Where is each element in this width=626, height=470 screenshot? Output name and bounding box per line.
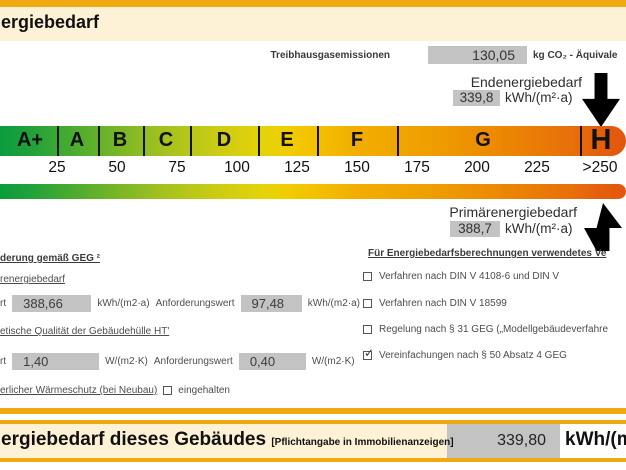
method-item-label: Verfahren nach DIN V 18599: [379, 298, 507, 309]
primary-energy-label: Primärenergiebedarf: [449, 204, 577, 220]
actual-value-field: 388,66: [12, 295, 92, 312]
method-item: Regelung nach § 31 GEG („Modellgebäudeve…: [363, 324, 608, 335]
scale-tick-125: 125: [284, 159, 310, 176]
energy-class-e: E: [280, 129, 294, 151]
section-title: ergiebedarf: [1, 12, 100, 32]
check-mark-icon: ✓: [364, 346, 375, 360]
energy-class-scale-bar: [0, 126, 626, 156]
method-item-label: Verfahren nach DIN V 4108-6 und DIN V: [379, 271, 560, 282]
primary-energy-unit: kWh/(m²·a): [505, 221, 573, 236]
checkbox-unchecked-icon[interactable]: [363, 325, 372, 334]
energy-class-d: D: [216, 129, 232, 151]
emissions-unit: kg CO₂ - Äquivale: [533, 50, 618, 61]
methods-heading: Für Energiebedarfsberechnungen verwendet…: [368, 248, 607, 259]
section-header-band: [0, 7, 626, 41]
end-energy-label: Endenergiebedarf: [470, 74, 582, 90]
method-item: Verfahren nach DIN V 4108-6 und DIN V: [363, 271, 559, 282]
actual-value-label: rt: [0, 298, 7, 309]
requirements-heading: derung gemäß GEG ²: [0, 253, 101, 264]
energy-class-f: F: [350, 129, 364, 151]
method-item: ✓ Vereinfachungen nach § 50 Absatz 4 GEG: [363, 346, 567, 361]
scale-divider: [143, 126, 145, 156]
scale-tick-50: 50: [108, 159, 126, 176]
scale-divider: [57, 126, 59, 156]
footer-title: ergiebedarf dieses Gebäudes [Pflichtanga…: [1, 429, 454, 451]
required-value-label: Anforderungswert: [155, 298, 235, 309]
energy-class-a: A: [69, 129, 85, 151]
energy-class-h: H: [590, 124, 612, 156]
required-value-field: 0,40: [238, 353, 306, 370]
end-energy-marker-arrow-down-icon: [582, 73, 620, 127]
scale-tick-250: >250: [582, 159, 618, 176]
end-energy-value-field: 339,8: [453, 90, 500, 106]
top-amber-bar: [0, 0, 626, 7]
required-value-label: Anforderungswert: [153, 356, 233, 367]
checkbox-checked-icon[interactable]: ✓: [363, 346, 374, 360]
scale-divider: [98, 126, 100, 156]
primary-requirement-subheading: renergiebedarf: [0, 274, 66, 285]
energy-class-c: C: [158, 129, 174, 151]
footer-note: [Pflichtangabe in Immobilienanzeigen]: [271, 437, 454, 448]
energy-class-g: G: [475, 129, 491, 151]
method-item-label: Regelung nach § 31 GEG („Modellgebäudeve…: [379, 324, 609, 335]
scale-tick-25: 25: [48, 159, 66, 176]
primary-energy-marker-arrow-up-icon: [584, 203, 622, 251]
scale-divider: [317, 126, 319, 156]
actual-value-field: 1,40: [12, 353, 100, 370]
energy-class-b: B: [112, 129, 128, 151]
scale-tick-225: 225: [524, 159, 550, 176]
primary-energy-scale-bar: [0, 184, 626, 199]
envelope-requirement-row: rt 1,40 W/(m2·K) Anforderungswert 0,40 W…: [0, 353, 360, 370]
footer-value-field: 339,80: [447, 424, 560, 458]
required-value-unit: W/(m2·K): [311, 356, 355, 367]
primary-energy-value-field: 388,7: [450, 221, 500, 237]
scale-tick-75: 75: [168, 159, 186, 176]
footer-unit-background: [560, 424, 626, 458]
actual-value-unit: W/(m2·K): [105, 356, 148, 367]
checkbox-unchecked-icon[interactable]: [163, 386, 173, 395]
heat-protection-checkbox-label: eingehalten: [178, 385, 230, 396]
scale-divider: [190, 126, 192, 156]
actual-value-label: rt: [0, 356, 7, 367]
checkbox-unchecked-icon[interactable]: [363, 272, 372, 281]
method-item-label: Vereinfachungen nach § 50 Absatz 4 GEG: [379, 350, 567, 361]
actual-value-unit: kWh/(m2·a): [97, 298, 150, 309]
emissions-label: Treibhausgasemissionen: [270, 50, 391, 61]
scale-divider: [397, 126, 399, 156]
scale-divider: [580, 126, 582, 156]
heat-protection-row: erlicher Wärmeschutz (bei Neubau) eingeh…: [0, 385, 360, 396]
scale-tick-200: 200: [464, 159, 490, 176]
envelope-quality-subheading: etische Qualität der Gebäudehülle HT': [0, 326, 170, 337]
energy-class-aplus: A+: [16, 129, 44, 151]
required-value-field: 97,48: [240, 295, 302, 312]
footer-title-text: ergiebedarf dieses Gebäudes: [1, 429, 267, 450]
scale-divider: [258, 126, 260, 156]
footer-amber-divider-bar: [0, 408, 626, 414]
end-energy-unit: kWh/(m²·a): [505, 90, 573, 105]
checkbox-unchecked-icon[interactable]: [363, 299, 372, 308]
footer-unit: kWh/(m²·a): [565, 429, 626, 450]
scale-tick-150: 150: [344, 159, 370, 176]
method-item: Verfahren nach DIN V 18599: [363, 298, 507, 309]
primary-requirement-row: rt 388,66 kWh/(m2·a) Anforderungswert 97…: [0, 295, 360, 312]
scale-tick-175: 175: [404, 159, 430, 176]
heat-protection-heading: erlicher Wärmeschutz (bei Neubau): [0, 385, 158, 396]
emissions-value-field: 130,05: [428, 46, 527, 64]
scale-tick-100: 100: [224, 159, 250, 176]
required-value-unit: kWh/(m2·a): [307, 298, 360, 309]
